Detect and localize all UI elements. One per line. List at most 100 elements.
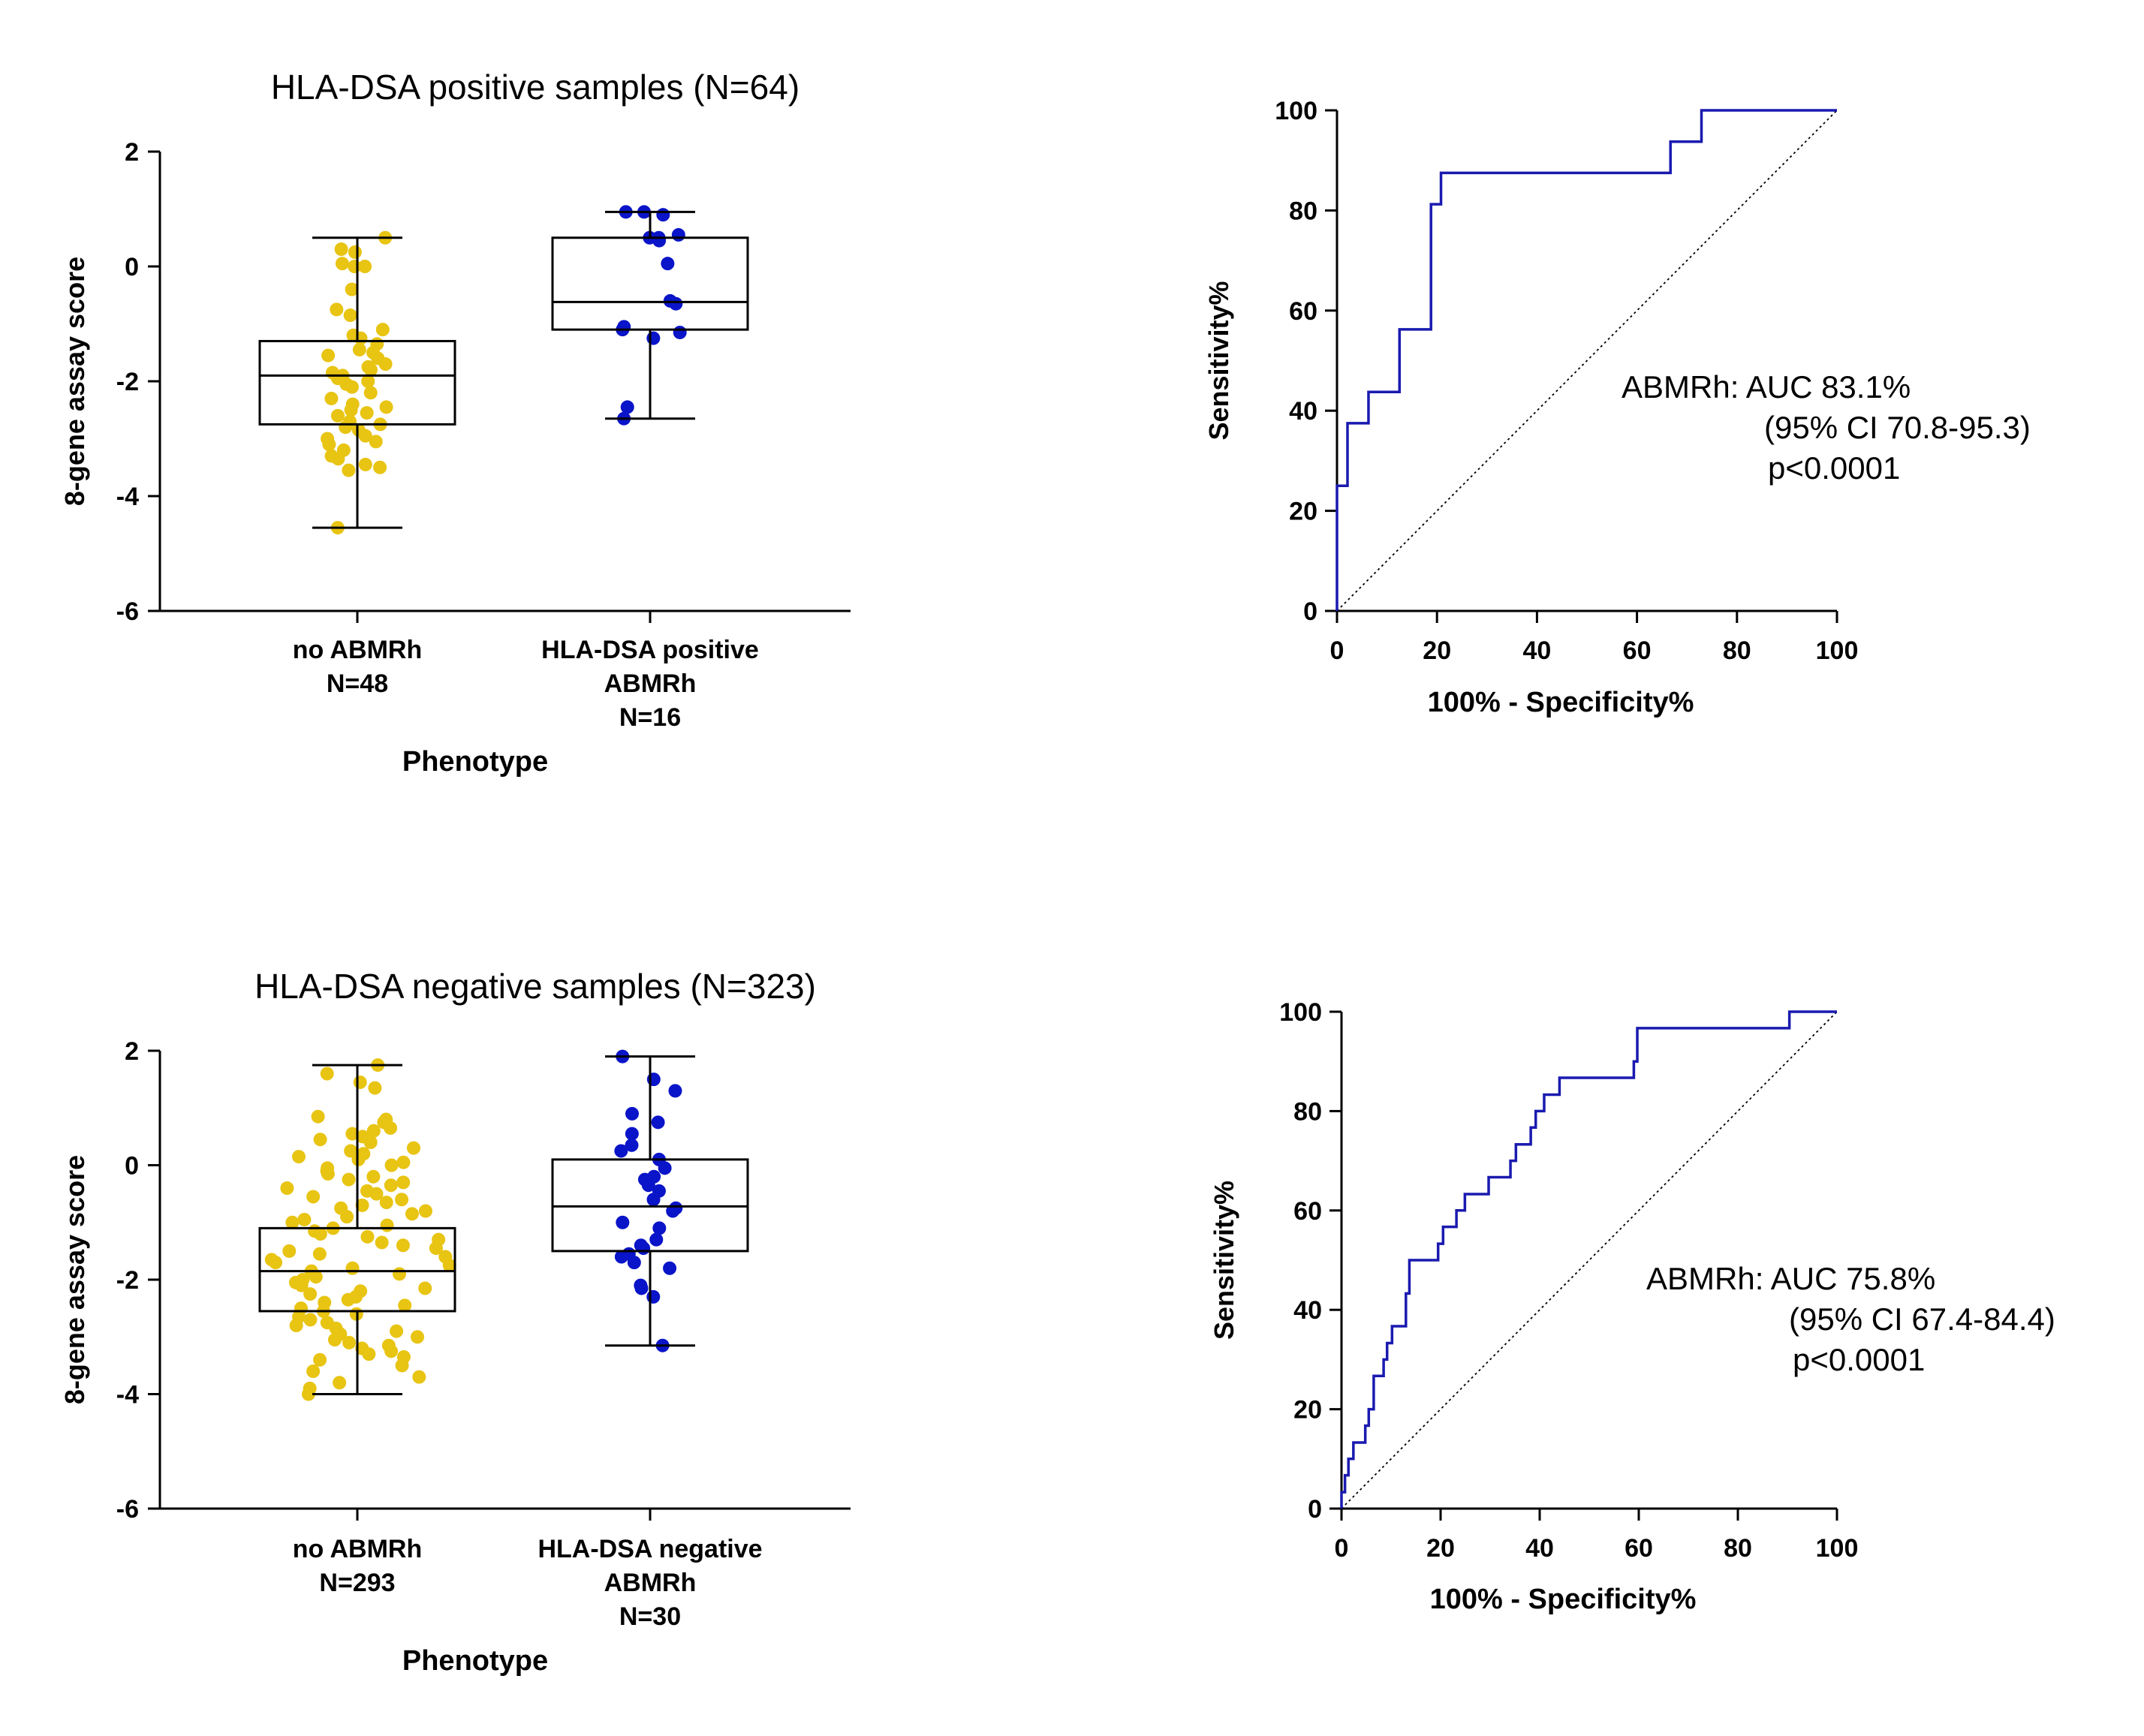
data-point xyxy=(412,1370,426,1384)
y-tick-label: 100 xyxy=(1279,998,1322,1027)
x-tick-label: 20 xyxy=(1426,1534,1455,1563)
roc-curve xyxy=(1335,109,1837,611)
data-point xyxy=(321,348,336,363)
annotation-ci: (95% CI 67.4-84.4) xyxy=(1789,1301,2055,1337)
y-tick-label: -6 xyxy=(116,1495,139,1524)
data-point xyxy=(291,1150,306,1164)
x-axis-title: 100% - Specificity% xyxy=(1428,687,1694,718)
data-point xyxy=(297,1212,312,1226)
data-point xyxy=(345,1261,360,1275)
data-point xyxy=(663,1261,677,1275)
data-point xyxy=(646,331,661,345)
data-point xyxy=(656,208,670,222)
data-point xyxy=(405,1207,419,1221)
data-point xyxy=(620,400,634,414)
data-point xyxy=(342,1172,356,1187)
x-tick-label: 0 xyxy=(1330,636,1345,665)
data-point xyxy=(379,1196,393,1210)
data-point xyxy=(616,1215,630,1229)
annotation-ci: (95% CI 70.8-95.3) xyxy=(1764,410,2031,445)
data-point xyxy=(280,1181,294,1195)
x-tick-label: 80 xyxy=(1724,1534,1752,1563)
y-tick-label: -6 xyxy=(116,597,139,626)
iqr-box xyxy=(551,1158,749,1253)
data-point xyxy=(614,1144,628,1158)
data-point xyxy=(375,1235,389,1250)
annotation-auc: ABMRh: AUC 83.1% xyxy=(1622,369,1911,405)
data-point xyxy=(342,463,356,477)
y-tick-label: 20 xyxy=(1289,498,1317,526)
data-point xyxy=(311,1109,325,1124)
data-point xyxy=(410,1330,424,1344)
y-tick-label: 0 xyxy=(125,253,139,281)
data-point xyxy=(340,1210,354,1224)
data-point xyxy=(366,1124,381,1138)
y-tick-label: 0 xyxy=(1303,597,1317,626)
data-point xyxy=(345,282,359,296)
data-point xyxy=(285,1215,300,1229)
data-point xyxy=(396,1155,411,1169)
panel-dsa-positive-boxplot: HLA-DSA positive samples (N=64) 2 0 -2 -4 -6 n… xyxy=(59,68,851,778)
data-point xyxy=(345,1127,360,1141)
x-tick-label: 0 xyxy=(1335,1534,1349,1563)
data-point xyxy=(418,1281,432,1295)
data-point xyxy=(361,375,375,388)
data-point xyxy=(384,1158,399,1172)
data-point xyxy=(363,363,378,377)
y-tick-label: 2 xyxy=(125,1037,139,1066)
data-point xyxy=(375,323,390,337)
data-point xyxy=(343,308,357,323)
data-point xyxy=(313,1352,327,1367)
data-point xyxy=(378,357,393,372)
data-point xyxy=(641,1178,655,1193)
chart-title: HLA-DSA positive samples (N=64) xyxy=(271,68,799,107)
data-point xyxy=(344,1144,358,1158)
data-point xyxy=(380,1218,394,1232)
data-point xyxy=(282,1244,297,1258)
data-point xyxy=(312,1247,327,1261)
data-point xyxy=(327,1333,342,1347)
data-point xyxy=(344,403,358,417)
annotation-p: p<0.0001 xyxy=(1768,450,1900,486)
data-point xyxy=(269,1256,283,1270)
data-point xyxy=(330,302,344,317)
y-tick-label: 80 xyxy=(1289,197,1317,225)
data-point xyxy=(341,1292,355,1307)
y-axis-title: 8-gene assay score xyxy=(59,1155,90,1404)
data-point xyxy=(294,1278,309,1292)
y-axis-title: Sensitivity% xyxy=(1203,281,1234,440)
x-tick-label: 40 xyxy=(1522,636,1551,665)
x-category-label: N=293 xyxy=(319,1569,395,1597)
x-tick-label: 40 xyxy=(1525,1534,1554,1563)
x-category-label: N=48 xyxy=(327,669,388,698)
x-category-label: HLA-DSA positive xyxy=(541,636,759,664)
data-point xyxy=(331,452,345,466)
data-point xyxy=(395,1193,409,1207)
data-point xyxy=(320,1067,334,1081)
x-category-label: no ABMRh xyxy=(293,636,422,664)
data-point xyxy=(396,1175,411,1190)
data-point xyxy=(353,1075,367,1089)
x-tick-label: 100 xyxy=(1816,636,1859,665)
data-point xyxy=(646,1193,661,1207)
data-point xyxy=(406,1141,420,1155)
data-point xyxy=(324,391,339,405)
data-point xyxy=(649,1232,664,1247)
data-point xyxy=(398,1298,412,1313)
data-point xyxy=(334,242,348,257)
data-point xyxy=(668,1084,682,1098)
data-point xyxy=(627,1256,641,1270)
x-tick-label: 20 xyxy=(1423,636,1451,665)
data-point xyxy=(358,457,372,471)
data-point xyxy=(342,1335,357,1349)
y-tick-label: -4 xyxy=(116,1381,139,1410)
y-tick-label: 80 xyxy=(1293,1097,1322,1126)
data-point xyxy=(358,260,372,273)
annotation-auc: ABMRh: AUC 75.8% xyxy=(1646,1261,1935,1296)
y-tick-label: 60 xyxy=(1289,297,1317,326)
data-point xyxy=(363,386,378,400)
data-point xyxy=(396,1238,410,1253)
data-point xyxy=(369,435,383,449)
data-point xyxy=(358,429,372,443)
